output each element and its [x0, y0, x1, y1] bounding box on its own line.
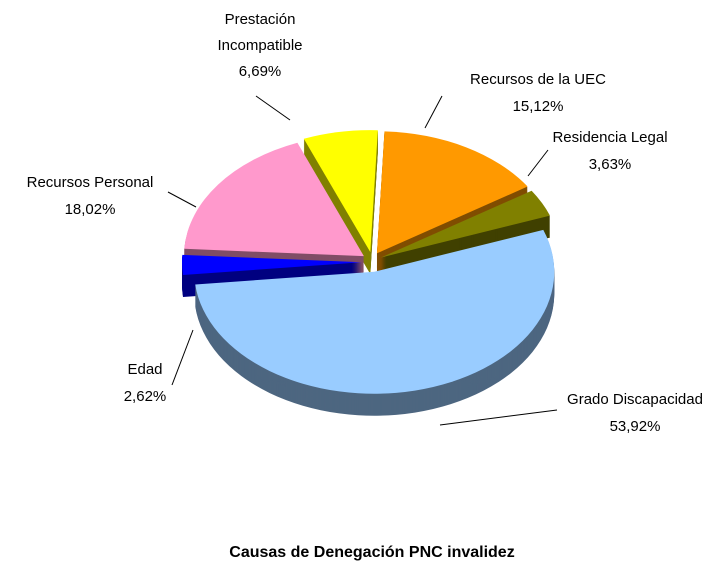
slice-label: Residencia Legal: [552, 129, 667, 146]
slice-value-label: 18,02%: [65, 201, 116, 218]
leader-line: [167, 191, 197, 208]
slice: [182, 254, 363, 275]
slice: [184, 142, 364, 257]
slice: [303, 130, 378, 253]
slice-label: Recursos Personal: [27, 174, 154, 191]
chart-title: Causas de Denegación PNC invalidez: [229, 544, 514, 561]
slice-value-label: 2,62%: [124, 388, 167, 405]
leader-line: [424, 95, 443, 129]
leader-line: [255, 95, 291, 121]
leader-line: [171, 329, 194, 386]
slice: [376, 131, 528, 254]
slice: [195, 229, 555, 394]
leader-line: [439, 409, 558, 426]
slice-label: Grado Discapacidad: [567, 391, 703, 408]
slice-value-label: 3,63%: [589, 156, 632, 173]
leader-line: [527, 149, 549, 177]
slice-value-label: 15,12%: [513, 98, 564, 115]
slice: [380, 190, 550, 258]
slice-value-label: 53,92%: [610, 418, 661, 435]
slice-label: Recursos de la UEC: [470, 71, 606, 88]
slice-value-label: 6,69%: [239, 63, 282, 80]
slice-label: Prestación Incompatible: [217, 11, 302, 54]
slice-label: Edad: [127, 361, 162, 378]
